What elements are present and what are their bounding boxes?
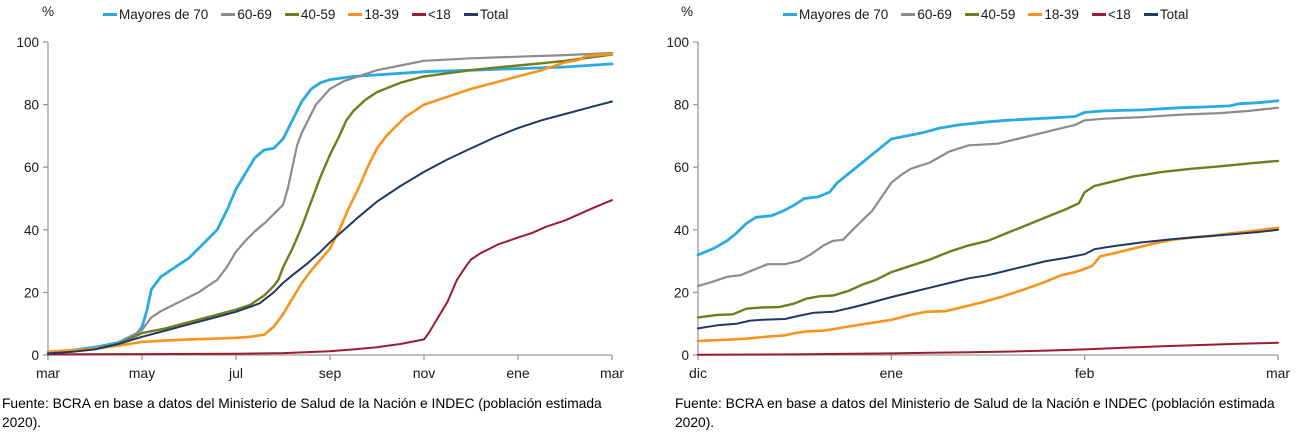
legend-swatch-icon bbox=[348, 13, 363, 16]
x-tick-label: mar bbox=[600, 365, 624, 381]
series-line bbox=[46, 52, 614, 354]
y-tick-label: 20 bbox=[24, 285, 39, 300]
legend-swatch-icon bbox=[1091, 13, 1106, 16]
y-tick-label: 20 bbox=[674, 285, 689, 300]
legend-swatch-icon bbox=[901, 13, 916, 16]
legend-label: 18-39 bbox=[1044, 7, 1079, 22]
x-tick-label: may bbox=[129, 365, 155, 381]
y-tick-label: 40 bbox=[24, 223, 39, 238]
legend-label: Total bbox=[1159, 7, 1189, 22]
chart-panel-left: % Mayores de 70 60-69 40-59 18-39 <18 Total 0… bbox=[2, 4, 624, 430]
legend-swatch-icon bbox=[221, 13, 236, 16]
legend-label: Total bbox=[479, 7, 509, 22]
series-line bbox=[46, 51, 614, 353]
legend-swatch-icon bbox=[964, 13, 979, 16]
legend-item: 18-39 bbox=[1028, 7, 1079, 22]
series-line bbox=[697, 228, 1279, 330]
source-note: Fuente: BCRA en base a datos del Ministe… bbox=[2, 396, 602, 430]
legend-swatch-icon bbox=[463, 13, 478, 16]
legend-swatch-icon bbox=[1028, 13, 1043, 16]
y-tick-label: 40 bbox=[674, 223, 689, 238]
legend-item: <18 bbox=[411, 7, 451, 22]
legend-label: 40-59 bbox=[300, 7, 336, 22]
legend-item: Total bbox=[1143, 7, 1189, 22]
legend-label: <18 bbox=[427, 7, 451, 22]
series-line bbox=[47, 199, 613, 356]
series-line bbox=[46, 53, 614, 354]
x-tick-label: feb bbox=[1075, 365, 1095, 381]
series-line bbox=[697, 341, 1279, 356]
legend-item: 60-69 bbox=[221, 7, 272, 22]
legend-item: Mayores de 70 bbox=[103, 7, 208, 22]
legend-item: 60-69 bbox=[901, 7, 952, 22]
legend-swatch-icon bbox=[103, 13, 117, 16]
y-tick-label: 0 bbox=[681, 348, 689, 363]
x-tick-label: sep bbox=[319, 365, 342, 381]
y-tick-label: 60 bbox=[674, 160, 689, 175]
legend-swatch-icon bbox=[411, 13, 426, 16]
x-tick-label: ene bbox=[880, 365, 904, 381]
legend-swatch-icon bbox=[783, 13, 797, 16]
chart-legend: Mayores de 70 60-69 40-59 18-39 <18 Total bbox=[783, 7, 1201, 22]
source-note: Fuente: BCRA en base a datos del Ministe… bbox=[675, 396, 1275, 430]
y-tick-label: 60 bbox=[24, 160, 39, 175]
legend-label: <18 bbox=[1107, 7, 1131, 22]
y-axis-unit-label: % bbox=[681, 4, 694, 19]
series-line bbox=[696, 226, 1280, 343]
legend-swatch-icon bbox=[1143, 13, 1158, 16]
legend-label: 18-39 bbox=[364, 7, 399, 22]
legend-label: 60-69 bbox=[237, 7, 272, 22]
y-tick-label: 100 bbox=[666, 35, 689, 50]
y-tick-label: 100 bbox=[16, 35, 39, 50]
legend-item: 40-59 bbox=[964, 7, 1016, 22]
series-line bbox=[696, 106, 1280, 288]
y-tick-label: 80 bbox=[674, 98, 689, 113]
x-tick-label: mar bbox=[1266, 365, 1290, 381]
chart-legend: Mayores de 70 60-69 40-59 18-39 <18 Total bbox=[103, 7, 521, 22]
x-tick-label: jul bbox=[228, 365, 243, 381]
series-line bbox=[46, 62, 614, 354]
y-tick-label: 80 bbox=[24, 98, 39, 113]
legend-label: 60-69 bbox=[917, 7, 952, 22]
line-chart: 0 20 40 60 80 100 dic ene feb mar bbox=[666, 35, 1290, 381]
legend-label: 40-59 bbox=[980, 7, 1016, 22]
legend-item: Total bbox=[463, 7, 509, 22]
x-tick-label: nov bbox=[413, 365, 436, 381]
y-tick-label: 0 bbox=[31, 348, 39, 363]
legend-item: 18-39 bbox=[348, 7, 399, 22]
legend-item: Mayores de 70 bbox=[783, 7, 888, 22]
x-tick-label: mar bbox=[36, 365, 60, 381]
chart-panel-right: % Mayores de 70 60-69 40-59 18-39 <18 Total 0… bbox=[650, 0, 1300, 446]
legend-item: <18 bbox=[1091, 7, 1131, 22]
y-axis-unit-label: % bbox=[42, 4, 55, 19]
legend-label: Mayores de 70 bbox=[799, 7, 889, 22]
series-line bbox=[696, 99, 1280, 257]
x-tick-label: ene bbox=[506, 365, 530, 381]
x-tick-label: dic bbox=[689, 365, 707, 381]
legend-label: Mayores de 70 bbox=[119, 7, 209, 22]
series-line bbox=[47, 100, 613, 355]
legend-swatch-icon bbox=[284, 13, 299, 16]
series-line bbox=[696, 159, 1280, 319]
legend-item: 40-59 bbox=[284, 7, 336, 22]
line-chart: 0 20 40 60 80 100 mar may jul sep nov ene mar bbox=[16, 35, 624, 381]
